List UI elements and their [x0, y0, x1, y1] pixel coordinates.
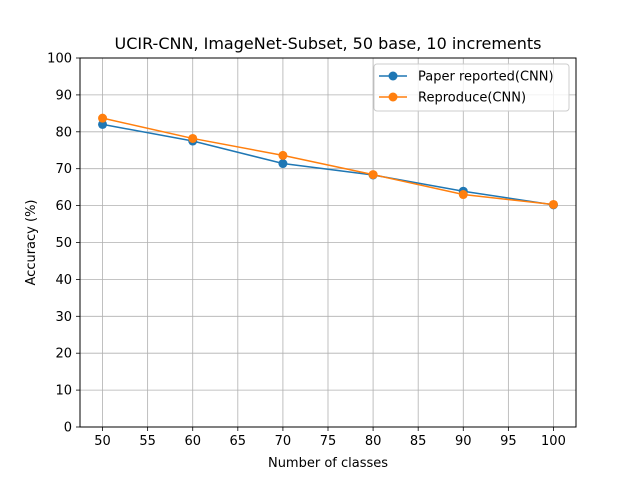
- legend-marker-reproduce: [388, 92, 398, 102]
- series-line-reproduce-cnn: [102, 117, 554, 206]
- y-tick-label: 30: [55, 310, 72, 325]
- y-tick-label: 70: [55, 162, 72, 177]
- x-tick-label: 60: [184, 434, 201, 449]
- x-tick-label: 65: [230, 434, 247, 449]
- legend: Paper reported(CNN) Reproduce(CNN): [373, 63, 570, 112]
- x-tick-label: 80: [365, 434, 382, 449]
- data-point-reproduce-cnn: [278, 150, 288, 160]
- data-point-paper-reported-cnn: [278, 159, 288, 169]
- x-tick-label: 75: [320, 434, 337, 449]
- data-point-reproduce-cnn: [188, 133, 198, 143]
- x-tick-label: 85: [410, 434, 427, 449]
- ticks: 50 55 60 65 70 75 80 85 90 95 100 0 10 20 30 40 50 60 70 80…: [47, 52, 566, 450]
- y-tick-label: 10: [55, 384, 72, 399]
- series-line-paper-reported-cnn: [102, 123, 554, 206]
- data-point-reproduce-cnn: [98, 113, 108, 123]
- legend-marker-paper-reported: [388, 71, 398, 81]
- x-tick-label: 70: [275, 434, 292, 449]
- y-tick-label: 60: [55, 199, 72, 214]
- data-point-paper-reported-cnn: [98, 119, 108, 129]
- y-tick-label: 40: [55, 273, 72, 288]
- x-tick-label: 55: [139, 434, 156, 449]
- x-tick-label: 95: [500, 434, 517, 449]
- x-axis-label: Number of classes: [268, 456, 388, 471]
- y-tick-label: 80: [55, 125, 72, 140]
- y-tick-label: 100: [47, 52, 72, 67]
- data-point-reproduce-cnn: [368, 170, 378, 180]
- y-axis-label: Accuracy (%): [24, 200, 39, 286]
- x-tick-label: 90: [455, 434, 472, 449]
- chart-title: UCIR-CNN, ImageNet-Subset, 50 base, 10 i…: [114, 34, 541, 53]
- x-tick-label: 50: [94, 434, 111, 449]
- y-tick-label: 20: [55, 347, 72, 362]
- y-tick-label: 50: [55, 236, 72, 251]
- x-tick-label: 100: [541, 434, 566, 449]
- legend-box: [373, 63, 570, 112]
- legend-label-paper-reported: Paper reported(CNN): [418, 70, 554, 85]
- series-group: [98, 113, 558, 210]
- data-point-reproduce-cnn: [458, 190, 468, 200]
- data-point-reproduce-cnn: [548, 199, 558, 209]
- y-tick-label: 90: [55, 88, 72, 103]
- legend-label-reproduce: Reproduce(CNN): [418, 91, 526, 106]
- y-tick-label: 0: [64, 421, 72, 436]
